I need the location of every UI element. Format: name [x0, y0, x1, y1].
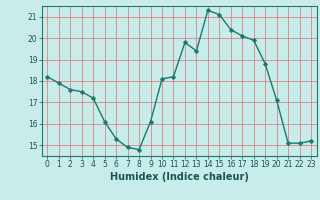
X-axis label: Humidex (Indice chaleur): Humidex (Indice chaleur): [110, 172, 249, 182]
